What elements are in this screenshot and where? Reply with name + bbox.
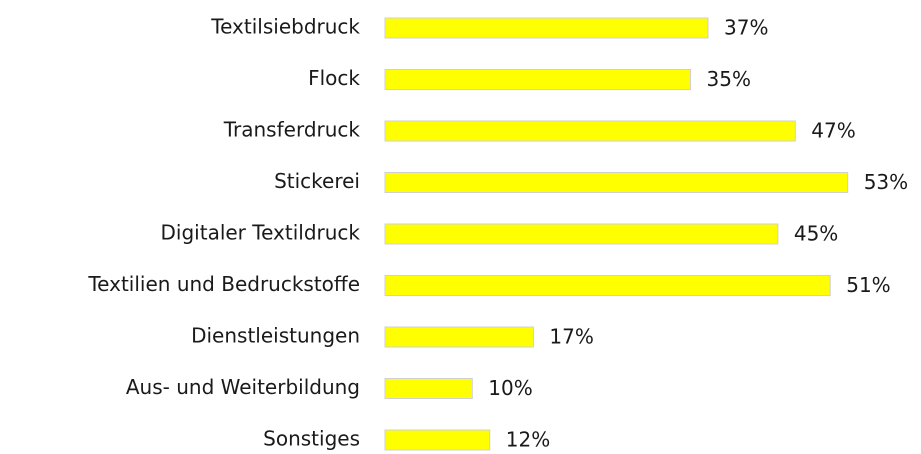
value-label: 10% [488, 376, 532, 400]
category-label: Textilsiebdruck [210, 15, 360, 39]
value-label: 51% [846, 273, 890, 297]
bar [384, 378, 473, 399]
bar [384, 429, 491, 451]
category-label: Stickerei [274, 169, 360, 193]
value-label: 12% [506, 428, 550, 452]
bar [384, 326, 534, 348]
value-label: 17% [549, 325, 593, 349]
category-label: Dienstleistungen [191, 324, 360, 348]
category-label: Flock [308, 66, 360, 90]
value-label: 45% [794, 222, 838, 246]
bar [384, 172, 849, 193]
value-label: 53% [864, 170, 908, 194]
category-label: Aus- und Weiterbildung [126, 375, 360, 399]
value-label: 35% [707, 67, 751, 91]
bar [384, 120, 796, 142]
category-label: Transferdruck [223, 118, 361, 142]
bar [384, 275, 831, 296]
category-label: Textilien und Bedruckstoffe [87, 272, 360, 296]
value-label: 47% [811, 119, 855, 143]
bar [384, 69, 692, 90]
value-label: 37% [724, 16, 768, 40]
category-label: Digitaler Textildruck [161, 221, 361, 245]
bar [384, 17, 709, 39]
category-label: Sonstiges [263, 427, 360, 451]
bar [384, 223, 779, 245]
